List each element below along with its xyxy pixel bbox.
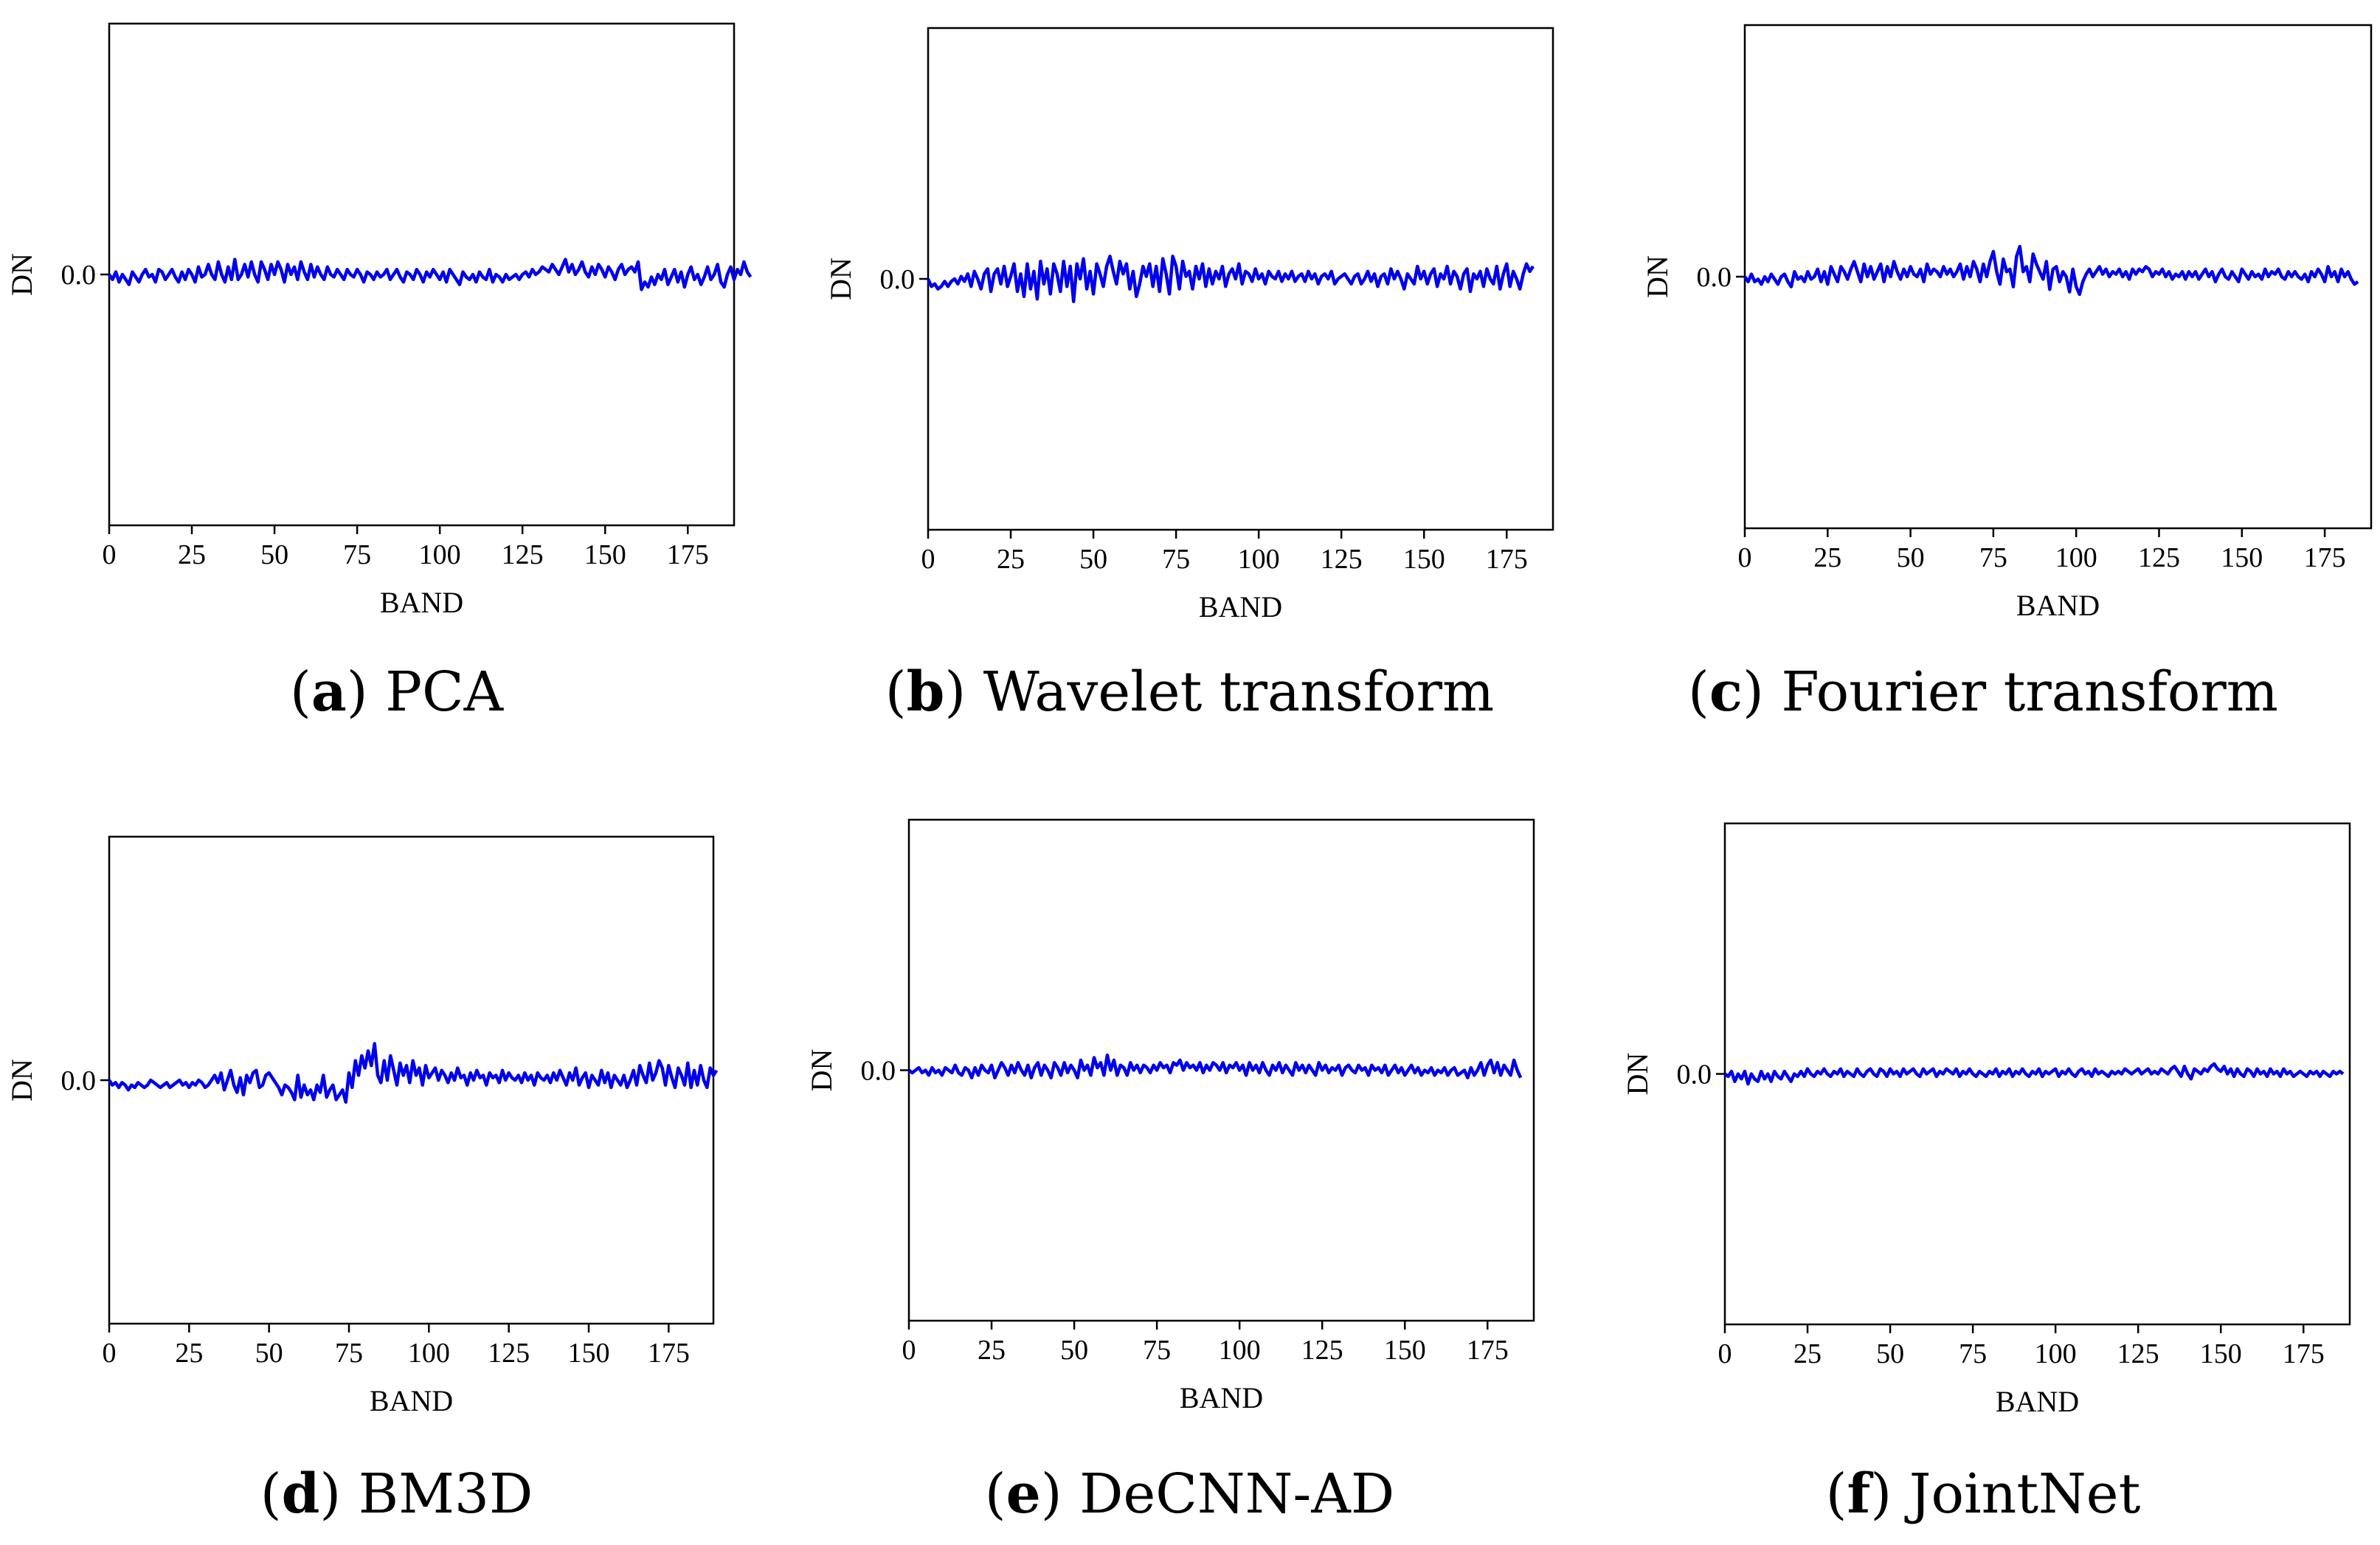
- x-tick-label: 0: [103, 1338, 117, 1369]
- series-line: [1723, 1062, 2345, 1086]
- series-line: [108, 258, 753, 291]
- x-tick-label: 150: [584, 539, 626, 570]
- x-tick-label: 125: [2138, 542, 2180, 573]
- y-tick-label: 0.0: [61, 260, 97, 291]
- x-tick-label: 125: [2117, 1338, 2159, 1369]
- x-tick-label: 175: [2283, 1338, 2325, 1369]
- y-axis-label: DN: [1621, 1053, 1654, 1096]
- x-tick-label: 125: [488, 1338, 530, 1369]
- x-tick-label: 0: [1718, 1338, 1732, 1369]
- x-tick-label: 100: [1219, 1335, 1261, 1366]
- x-tick-label: 150: [568, 1338, 610, 1369]
- x-tick-label: 100: [419, 539, 461, 570]
- x-tick-label: 175: [1467, 1335, 1509, 1366]
- panel-a: 0 25 50 75 100 125 150 175 0.0 BAND DN (a) PCA: [0, 0, 793, 772]
- x-tick-label: 175: [667, 539, 709, 570]
- x-tick-label: 50: [1876, 1338, 1904, 1369]
- chart-a: 0 25 50 75 100 125 150 175 0.0 BAND DN: [5, 22, 753, 619]
- series-line: [1743, 244, 2359, 297]
- y-tick-label: 0.0: [1677, 1060, 1712, 1091]
- x-axis-label: BAND: [2016, 589, 2100, 622]
- x-axis-label: BAND: [380, 586, 463, 619]
- x-axis-label: BAND: [1199, 590, 1282, 623]
- chart-e: 0 25 50 75 100 125 150 175 0.0 BAND DN: [805, 818, 1535, 1414]
- x-tick-label: 150: [2200, 1338, 2242, 1369]
- panel-d: 0 25 50 75 100 125 150 175 0.0 BAND DN (d) BM3D: [0, 772, 793, 1545]
- x-tick-label: 75: [1143, 1335, 1171, 1366]
- x-tick-label: 0: [1738, 542, 1752, 573]
- x-tick-label: 25: [978, 1335, 1006, 1366]
- x-tick-label: 125: [1301, 1335, 1343, 1366]
- y-tick-label: 0.0: [61, 1065, 97, 1096]
- series-line: [907, 1053, 1523, 1079]
- x-tick-label: 0: [921, 544, 935, 575]
- chart-c: 0 25 50 75 100 125 150 175 0.0 BAND DN: [1641, 24, 2373, 622]
- y-axis-label: DN: [5, 1059, 38, 1102]
- x-axis-label: BAND: [370, 1384, 453, 1417]
- x-tick-label: 150: [1384, 1335, 1426, 1366]
- x-tick-label: 125: [1321, 544, 1363, 575]
- x-tick-label: 50: [255, 1338, 283, 1369]
- x-tick-label: 25: [175, 1338, 203, 1369]
- x-tick-label: 50: [1060, 1335, 1088, 1366]
- x-tick-label: 75: [335, 1338, 363, 1369]
- y-tick-label: 0.0: [880, 264, 916, 295]
- chart-d: 0 25 50 75 100 125 150 175 0.0 BAND DN: [5, 835, 719, 1417]
- x-tick-label: 0: [902, 1335, 916, 1366]
- panel-f: 0 25 50 75 100 125 150 175 0.0 BAND DN (f) JointNe…: [1586, 772, 2380, 1545]
- x-tick-label: 125: [502, 539, 544, 570]
- y-axis-label: DN: [805, 1049, 838, 1092]
- x-tick-label: 150: [2221, 542, 2263, 573]
- x-tick-label: 175: [648, 1338, 690, 1369]
- y-axis-label: DN: [5, 253, 38, 296]
- x-tick-label: 50: [260, 539, 288, 570]
- y-axis-label: DN: [824, 258, 857, 300]
- series-line: [926, 255, 1535, 303]
- x-tick-label: 100: [408, 1338, 450, 1369]
- x-tick-label: 175: [2304, 542, 2346, 573]
- y-tick-label: 0.0: [861, 1056, 896, 1087]
- x-axis-label: BAND: [1996, 1385, 2079, 1418]
- y-axis-label: DN: [1641, 255, 1674, 298]
- y-tick-label: 0.0: [1697, 262, 1732, 293]
- panel-c: 0 25 50 75 100 125 150 175 0.0 BAND DN (c) Fourier…: [1586, 0, 2380, 772]
- series-line: [108, 1042, 719, 1104]
- x-tick-label: 0: [103, 539, 117, 570]
- x-tick-label: 100: [2055, 542, 2097, 573]
- x-tick-label: 25: [997, 544, 1025, 575]
- chart-b: 0 25 50 75 100 125 150 175 0.0 BAND DN: [824, 27, 1554, 623]
- x-tick-label: 50: [1079, 544, 1107, 575]
- caption-a: (a) PCA: [289, 660, 504, 724]
- panel-e: 0 25 50 75 100 125 150 175 0.0 BAND DN (e) DeCNN-A…: [793, 772, 1586, 1545]
- x-tick-label: 75: [1959, 1338, 1987, 1369]
- caption-c: (c) Fourier transform: [1688, 660, 2278, 724]
- x-tick-label: 175: [1486, 544, 1528, 575]
- x-tick-label: 25: [1793, 1338, 1822, 1369]
- caption-f: (f) JointNet: [1825, 1462, 2141, 1526]
- x-tick-label: 25: [1813, 542, 1841, 573]
- x-tick-label: 150: [1403, 544, 1445, 575]
- panel-b: 0 25 50 75 100 125 150 175 0.0 BAND DN (b) Wavelet…: [793, 0, 1586, 772]
- x-tick-label: 50: [1897, 542, 1925, 573]
- x-tick-label: 75: [1162, 544, 1190, 575]
- caption-b: (b) Wavelet transform: [885, 660, 1495, 724]
- x-tick-label: 100: [1238, 544, 1280, 575]
- x-tick-label: 100: [2035, 1338, 2077, 1369]
- caption-d: (d) BM3D: [260, 1462, 533, 1526]
- x-tick-label: 75: [343, 539, 371, 570]
- caption-e: (e) DeCNN-AD: [984, 1462, 1395, 1526]
- x-axis-label: BAND: [1180, 1381, 1263, 1414]
- x-tick-label: 25: [178, 539, 206, 570]
- chart-f: 0 25 50 75 100 125 150 175 0.0 BAND DN: [1621, 822, 2351, 1418]
- x-tick-label: 75: [1979, 542, 2007, 573]
